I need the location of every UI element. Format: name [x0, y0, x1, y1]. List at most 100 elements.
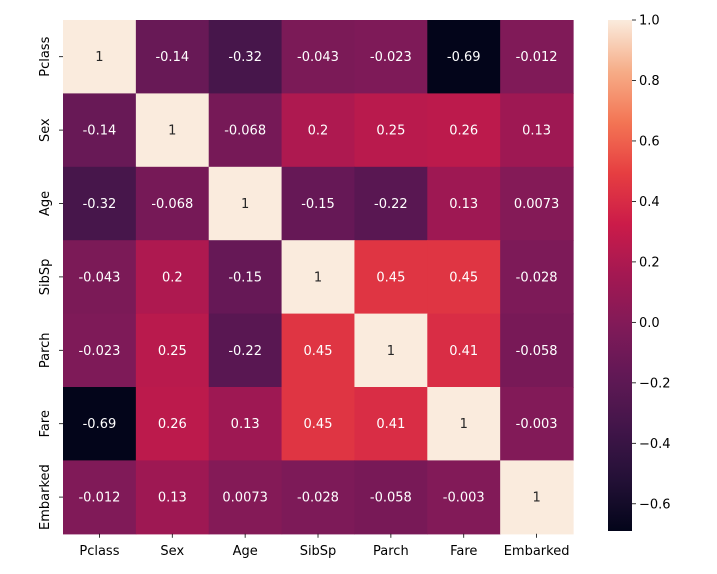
heatmap-cell	[427, 387, 501, 461]
colorbar-gradient	[608, 20, 632, 531]
cell-value-label: 1	[95, 50, 103, 65]
heatmap-cell	[135, 93, 210, 168]
cell-value-label: 0.26	[449, 124, 478, 139]
heatmap-cell	[354, 20, 428, 94]
heatmap-cell	[208, 166, 283, 241]
colorbar-tick-label: 0.4	[639, 195, 660, 210]
cell-value-label: 0.25	[158, 344, 187, 359]
colorbar-tick-label: −0.2	[639, 376, 671, 391]
y-tick-label: Embarked	[38, 464, 53, 530]
heatmap-cell	[427, 240, 501, 315]
heatmap-cell	[354, 460, 428, 535]
cell-value-label: 1	[241, 197, 249, 212]
heatmap-cell	[63, 460, 137, 535]
cell-value-label: -0.22	[374, 197, 408, 212]
heatmap-cell	[354, 166, 428, 241]
cell-value-label: 0.0073	[514, 197, 560, 212]
cell-value-label: -0.012	[516, 50, 558, 65]
cell-value-label: -0.69	[447, 50, 481, 65]
heatmap-cell	[500, 313, 574, 388]
heatmap-cell	[135, 460, 210, 535]
heatmap-cell	[208, 460, 283, 535]
cell-value-label: -0.012	[78, 491, 120, 506]
heatmap-cell	[281, 93, 356, 168]
heatmap-cell	[63, 240, 137, 315]
cell-value-label: -0.068	[151, 197, 193, 212]
cell-value-label: 0.13	[449, 197, 478, 212]
cell-value-label: -0.003	[443, 491, 485, 506]
y-tick-label: SibSp	[38, 259, 53, 296]
cell-value-label: 0.45	[304, 344, 333, 359]
heatmap-cell	[281, 460, 356, 535]
cell-value-label: -0.15	[301, 197, 335, 212]
cell-value-label: -0.32	[83, 197, 117, 212]
y-tick-label: Parch	[38, 332, 53, 368]
heatmap-cell	[427, 166, 501, 241]
colorbar-tick-label: 0.6	[639, 134, 660, 149]
cell-value-label: 1	[460, 417, 468, 432]
cell-value-label: 1	[314, 270, 322, 285]
cell-value-label: -0.058	[370, 491, 412, 506]
colorbar-tick-label: 0.8	[639, 74, 660, 89]
heatmap-cell	[427, 460, 501, 535]
heatmap-cell	[281, 240, 356, 315]
heatmap-cell	[427, 20, 501, 94]
cell-value-label: -0.14	[83, 124, 117, 139]
heatmap-cell	[63, 20, 137, 94]
cell-value-label: 0.41	[449, 344, 478, 359]
cell-value-label: 0.2	[308, 124, 329, 139]
heatmap-cell	[135, 166, 210, 241]
heatmap-cell	[500, 20, 574, 94]
heatmap-cell	[63, 313, 137, 388]
heatmap-cell	[500, 166, 574, 241]
x-axis: Pclass Sex Age SibSp Parch Fare Embarked	[79, 533, 570, 559]
y-tick-label: Fare	[38, 410, 53, 437]
heatmap-cell	[281, 387, 356, 461]
cell-value-label: 0.13	[231, 417, 260, 432]
x-tick-label: Sex	[160, 544, 184, 559]
heatmap-cell	[208, 20, 283, 94]
heatmap-cell	[354, 387, 428, 461]
cell-value-label: -0.043	[297, 50, 339, 65]
heatmap-cell	[135, 20, 210, 94]
y-tick-label: Pclass	[38, 36, 53, 76]
heatmap-cell	[500, 460, 574, 535]
x-tick-label: Pclass	[79, 544, 119, 559]
cell-value-label: 0.45	[449, 270, 478, 285]
x-tick-label: Age	[233, 544, 258, 559]
cell-value-label: -0.023	[78, 344, 120, 359]
cell-value-label: -0.023	[370, 50, 412, 65]
heatmap-cell	[354, 313, 428, 388]
x-tick-label: SibSp	[300, 544, 337, 559]
cell-value-label: 0.0073	[222, 491, 268, 506]
cell-value-label: 0.45	[304, 417, 333, 432]
heatmap-cell	[281, 166, 356, 241]
cell-value-label: 0.26	[158, 417, 187, 432]
cell-value-label: -0.043	[78, 270, 120, 285]
x-tick-label: Embarked	[504, 544, 570, 559]
heatmap-cell	[427, 313, 501, 388]
heatmap-cell	[354, 240, 428, 315]
cell-value-label: -0.15	[228, 270, 262, 285]
heatmap-cell-labels: 1 -0.14 -0.32 -0.043 -0.023 -0.69 -0.012 -0.14 1…	[78, 50, 559, 505]
colorbar-tick-label: −0.6	[639, 497, 671, 512]
heatmap-cell	[281, 20, 356, 94]
heatmap-cell	[208, 240, 283, 315]
cell-value-label: 0.2	[162, 270, 183, 285]
cell-value-label: 0.45	[376, 270, 405, 285]
heatmap-cell	[281, 313, 356, 388]
cell-value-label: -0.068	[224, 124, 266, 139]
x-tick-label: Parch	[373, 544, 409, 559]
colorbar-tick-label: 0.0	[639, 316, 660, 331]
heatmap-cell	[135, 387, 210, 461]
heatmap-cell	[135, 313, 210, 388]
cell-value-label: -0.14	[155, 50, 189, 65]
cell-value-label: 1	[532, 491, 540, 506]
heatmap-cell	[354, 93, 428, 168]
y-tick-label: Age	[38, 191, 53, 216]
colorbar-tick-label: 1.0	[639, 14, 660, 29]
heatmap-cell	[500, 93, 574, 168]
heatmap-cell	[427, 93, 501, 168]
cell-value-label: -0.22	[228, 344, 262, 359]
